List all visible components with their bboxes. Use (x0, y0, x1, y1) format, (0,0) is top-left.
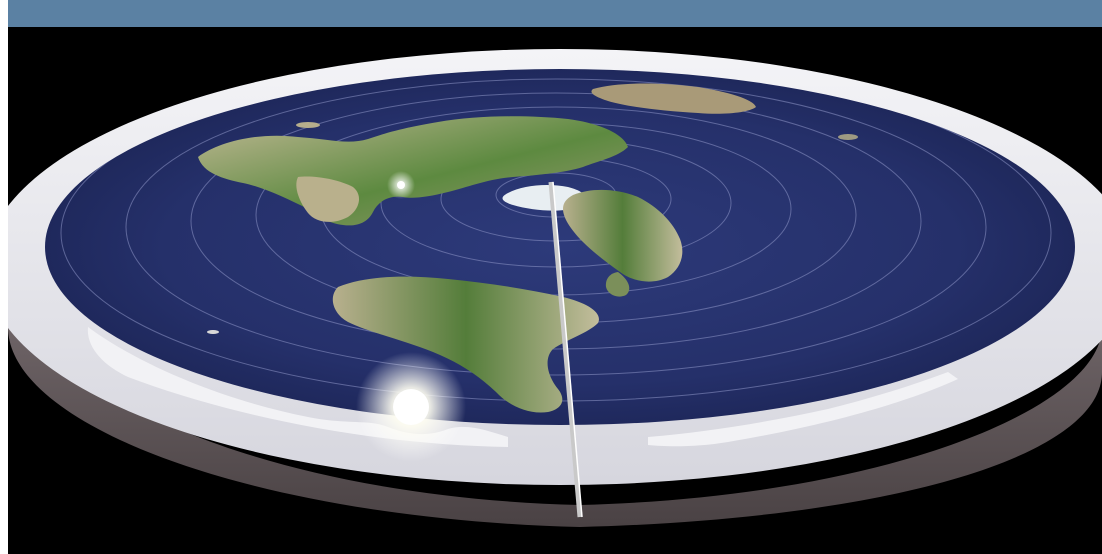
australia (591, 83, 756, 114)
central-america (605, 272, 630, 297)
island (838, 134, 858, 140)
north-america (563, 189, 683, 282)
ice-fringe (87, 327, 958, 447)
continents (198, 83, 858, 413)
south-america (332, 276, 599, 413)
flat-earth-photo (8, 27, 1102, 554)
island (296, 122, 320, 128)
sun-glow (356, 352, 466, 462)
moon-glow (387, 171, 415, 199)
meridian-rod (548, 181, 583, 518)
island (207, 330, 219, 334)
top-banner (8, 0, 1102, 27)
flat-earth-illustration (8, 49, 1102, 527)
africa-lobe (296, 176, 360, 222)
